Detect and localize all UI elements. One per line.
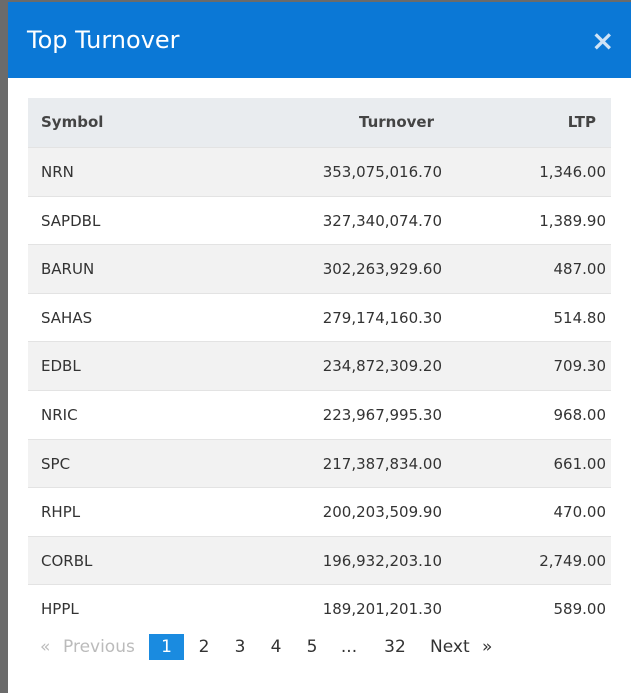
pagination-page[interactable]: 32: [384, 637, 406, 657]
column-header: LTP: [567, 113, 596, 131]
table-cell: HPPL: [41, 600, 79, 619]
modal: Top Turnover × Symbol Turnover LTP NRN 353,0…: [8, 2, 631, 693]
pagination-page[interactable]: 1: [149, 634, 184, 660]
pagination-first[interactable]: «: [40, 637, 51, 657]
table-cell: 302,263,929.60: [322, 260, 442, 279]
column-header: Symbol: [41, 113, 104, 131]
table-row: NRIC 223,967,995.30 968.00: [28, 390, 611, 439]
close-button[interactable]: ×: [591, 24, 615, 57]
table-cell: 234,872,309.20: [322, 357, 442, 376]
pagination-previous[interactable]: Previous: [63, 637, 135, 657]
table-cell: 279,174,160.30: [322, 308, 442, 327]
table-cell: SPC: [41, 454, 71, 473]
table-row: EDBL 234,872,309.20 709.30: [28, 341, 611, 391]
table-cell: 709.30: [553, 357, 607, 376]
table-cell: 327,340,074.70: [322, 211, 442, 230]
table-cell: RHPL: [41, 503, 81, 522]
table-cell: SAPDBL: [41, 211, 101, 230]
table-row: SAHAS 279,174,160.30 514.80: [28, 292, 611, 342]
pagination-page[interactable]: 4: [270, 637, 282, 657]
table-cell: 487.00: [553, 260, 607, 279]
table-cell: 196,932,203.10: [322, 551, 442, 570]
table-cell: 223,967,995.30: [322, 406, 442, 424]
table-cell: NRIC: [41, 406, 78, 424]
table-row: SPC 217,387,834.00 661.00: [28, 438, 611, 488]
table-row: CORBL 196,932,203.10 2,749.00: [28, 535, 611, 585]
table-row: BARUN 302,263,929.60 487.00: [28, 244, 611, 294]
table-cell: BARUN: [41, 260, 95, 279]
table-cell: 200,203,509.90: [322, 503, 442, 522]
pagination-last[interactable]: »: [482, 637, 493, 657]
table-cell: 1,346.00: [539, 163, 606, 181]
table-cell: 661.00: [553, 454, 607, 473]
table-cell: CORBL: [41, 551, 93, 570]
pagination-page[interactable]: ...: [340, 637, 358, 657]
table-cell: 189,201,201.30: [322, 600, 442, 619]
pagination-page[interactable]: 3: [234, 637, 246, 657]
table-cell: EDBL: [41, 357, 81, 376]
pagination-next[interactable]: Next: [430, 637, 470, 657]
table-row: RHPL 200,203,509.90 470.00: [28, 487, 611, 537]
table-cell: 1,389.90: [539, 211, 606, 230]
table-row: HPPL 189,201,201.30 589.00: [28, 584, 611, 634]
table-cell: 217,387,834.00: [322, 454, 442, 473]
table-cell: 589.00: [553, 600, 607, 619]
table-cell: 353,075,016.70: [322, 163, 442, 181]
table-cell: NRN: [41, 163, 74, 181]
table-cell: SAHAS: [41, 308, 93, 327]
column-header: Turnover: [359, 113, 434, 131]
modal-title: Top Turnover: [27, 26, 180, 54]
pagination-page[interactable]: 5: [306, 637, 318, 657]
pagination-page[interactable]: 2: [198, 637, 210, 657]
table-row: NRN 353,075,016.70 1,346.00: [28, 147, 611, 196]
table-cell: 514.80: [553, 308, 607, 327]
modal-header: Top Turnover ×: [8, 2, 631, 78]
header-row: Symbol Turnover LTP: [28, 98, 611, 147]
table-cell: 470.00: [553, 503, 607, 522]
table-row: SAPDBL 327,340,074.70 1,389.90: [28, 195, 611, 245]
table-cell: 968.00: [553, 406, 607, 424]
table-cell: 2,749.00: [539, 551, 606, 570]
